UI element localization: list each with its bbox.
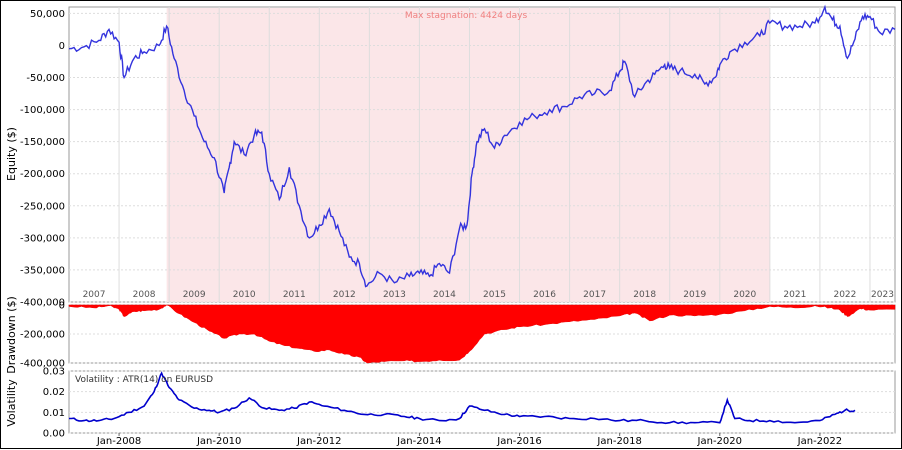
- equity-year-label: 2019: [683, 290, 706, 300]
- equity-year-label: 2021: [783, 290, 806, 300]
- equity-y-tick-label: -200,000: [20, 169, 65, 180]
- equity-line: [68, 4, 896, 288]
- equity-year-label: 2015: [483, 290, 506, 300]
- equity-year-label: 2013: [383, 290, 406, 300]
- volatility-y-tick-label: 0.02: [43, 387, 65, 398]
- equity-year-label: 2014: [433, 290, 456, 300]
- stagnation-band: [166, 8, 770, 302]
- volatility-y-ticks: 0.03 0.02 0.01 0.00: [43, 367, 65, 440]
- equity-year-label: 2012: [333, 290, 356, 300]
- x-tick-label: Jan-2018: [596, 436, 641, 447]
- equity-y-ticks: 50,000 0 -50,000 -100,000 -150,000 -200,000 -2…: [20, 9, 65, 309]
- equity-grid: [69, 7, 895, 303]
- x-tick-label: Jan-2008: [96, 436, 141, 447]
- equity-year-label: 2016: [533, 290, 556, 300]
- x-tick-label: Jan-2012: [296, 436, 341, 447]
- drawdown-y-tick-label: -400,000: [20, 359, 65, 370]
- equity-year-label: 2011: [283, 290, 306, 300]
- equity-year-label: 2023: [871, 290, 894, 300]
- equity-year-labels: 2007 2008 2009 2010 2011 2012 2013 2014 2015 2016…: [83, 290, 894, 300]
- volatility-y-tick-label: 0.01: [43, 408, 65, 419]
- equity-y-tick-label: 50,000: [30, 9, 65, 20]
- equity-year-label: 2018: [633, 290, 656, 300]
- volatility-legend: Volatility : ATR(14) on EURUSD: [75, 375, 213, 385]
- equity-year-label: 2007: [83, 290, 106, 300]
- volatility-panel: 0.03 0.02 0.01 0.00 Volatility : ATR(14) on…: [5, 367, 896, 447]
- drawdown-y-tick-label: 0: [59, 301, 65, 312]
- x-tick-label: Jan-2016: [496, 436, 541, 447]
- drawdown-panel: 0 -200,000 -400,000 Drawdown ($): [5, 296, 896, 374]
- volatility-y-axis-label: Volatility: [5, 379, 18, 427]
- equity-y-tick-label: -400,000: [20, 298, 65, 309]
- volatility-y-tick-label: 0.00: [43, 429, 65, 440]
- equity-y-tick-label: -100,000: [20, 105, 65, 116]
- x-tick-label: Jan-2010: [196, 436, 241, 447]
- equity-y-tick-label: -350,000: [20, 265, 65, 276]
- equity-year-label: 2010: [233, 290, 256, 300]
- equity-year-label: 2009: [183, 290, 206, 300]
- equity-y-tick-label: -300,000: [20, 233, 65, 244]
- stagnation-annotation: Max stagnation: 4424 days: [405, 11, 528, 21]
- equity-y-tick-label: 0: [59, 41, 65, 52]
- x-tick-label: Jan-2022: [797, 436, 842, 447]
- drawdown-y-tick-label: -200,000: [20, 330, 65, 341]
- equity-year-label: 2022: [833, 290, 856, 300]
- x-axis-ticks: Jan-2008 Jan-2010 Jan-2012 Jan-2014 Jan-2016…: [96, 433, 842, 447]
- equity-y-tick-label: -150,000: [20, 137, 65, 148]
- drawdown-y-axis-label: Drawdown ($): [5, 296, 18, 374]
- equity-year-label: 2017: [583, 290, 606, 300]
- drawdown-y-ticks: 0 -200,000 -400,000: [20, 301, 65, 370]
- equity-year-label: 2008: [133, 290, 156, 300]
- x-tick-label: Jan-2014: [396, 436, 441, 447]
- equity-year-label: 2020: [733, 290, 756, 300]
- drawdown-area: [68, 304, 896, 364]
- volatility-line: [69, 371, 856, 425]
- equity-y-tick-label: -50,000: [26, 73, 65, 84]
- equity-y-tick-label: -250,000: [20, 201, 65, 212]
- equity-panel: 50,000 0 -50,000 -100,000 -150,000 -200,000 -2…: [5, 4, 896, 309]
- volatility-y-tick-label: 0.03: [43, 367, 65, 378]
- volatility-grid: [69, 370, 895, 434]
- equity-y-axis-label: Equity ($): [5, 127, 18, 181]
- x-tick-label: Jan-2020: [697, 436, 742, 447]
